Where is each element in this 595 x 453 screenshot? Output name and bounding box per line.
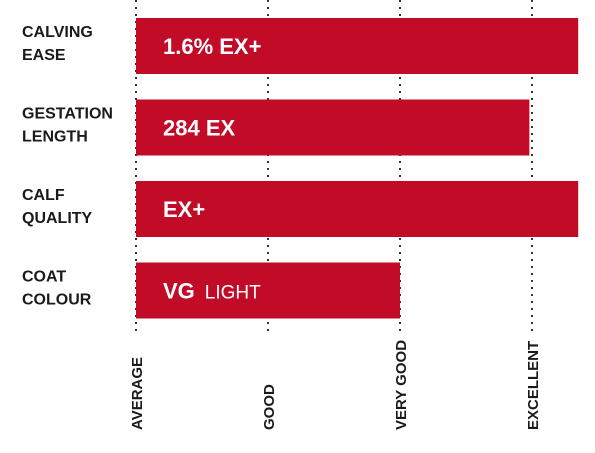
bar-value-text: EX+: [163, 197, 205, 222]
bar-value-text: 284 EX: [163, 116, 235, 141]
bar-value-label: 1.6% EX+: [163, 34, 261, 59]
row-labels: CALVING EASE GESTATION LENGTH CALF QUALITY COA…: [22, 24, 113, 309]
scale-label: AVERAGE: [129, 357, 146, 430]
bar-calving-ease: [136, 18, 579, 74]
row-label-line: LENGTH: [22, 129, 88, 146]
scale-labels: AVERAGE GOOD VERY GOOD EXCELLENT: [129, 340, 542, 430]
bars: 1.6% EX+ 284 EX EX+ VG LIGHT: [136, 18, 579, 319]
bar-coat-colour: [136, 262, 400, 319]
row-label-line: CALF: [22, 187, 65, 204]
row-label-line: GESTATION: [22, 106, 113, 123]
bar-value-label: VG LIGHT: [163, 279, 261, 304]
row-label-line: QUALITY: [22, 210, 93, 227]
bar-subvalue-text: LIGHT: [205, 283, 261, 304]
row-label-line: EASE: [22, 47, 66, 64]
row-label-line: COAT: [22, 269, 66, 286]
bar-value-label: EX+: [163, 197, 205, 222]
bar-value-text: VG: [163, 279, 195, 304]
bar-value-label: 284 EX: [163, 116, 235, 141]
row-label-line: CALVING: [22, 24, 93, 41]
scale-label: EXCELLENT: [525, 341, 542, 430]
bar-calf-quality: [136, 181, 579, 237]
row-label-line: COLOUR: [22, 292, 92, 309]
scale-label: GOOD: [261, 384, 278, 430]
bar-value-text: 1.6% EX+: [163, 34, 261, 59]
bar-gestation-length: [136, 99, 530, 156]
scale-label: VERY GOOD: [393, 340, 410, 430]
